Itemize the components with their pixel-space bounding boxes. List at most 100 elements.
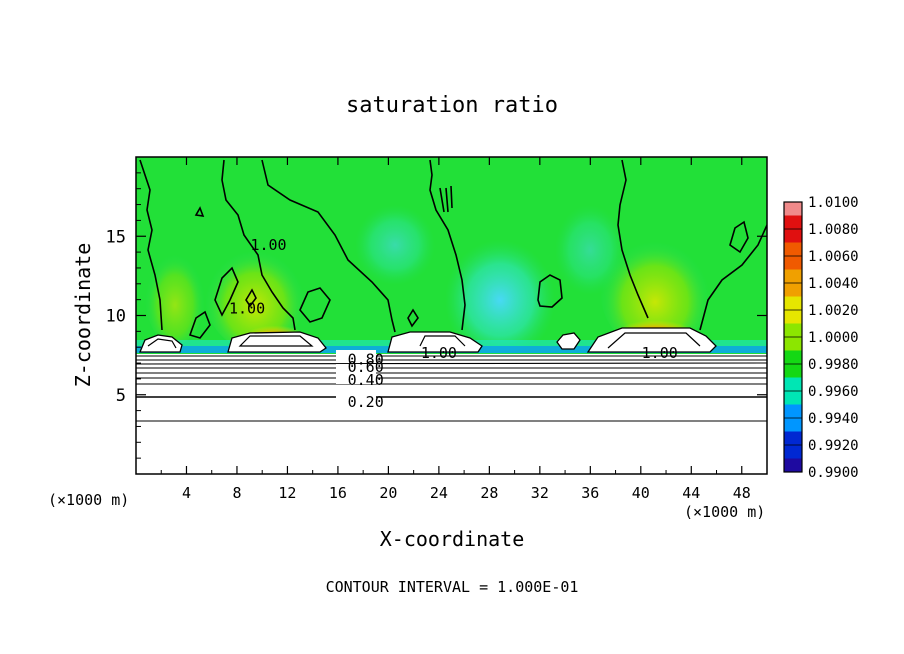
x-tick-label: 24 <box>430 484 448 502</box>
contour-label-bg <box>336 389 376 404</box>
colorbar-label: 1.0100 <box>808 195 859 211</box>
cloud-blob <box>387 331 483 353</box>
x-tick-label: 20 <box>379 484 397 502</box>
colorbar: 1.0100 1.0080 1.0060 1.0040 1.0020 1.0000 0.99… <box>783 195 859 481</box>
contour-lines-1.00 <box>139 159 767 339</box>
colorbar-swatch <box>784 364 802 378</box>
colorbar-label: 0.9920 <box>808 438 859 454</box>
contour-label-bg <box>336 350 376 363</box>
colorbar-label: 1.0080 <box>808 222 859 238</box>
x-tick-label: 28 <box>480 484 498 502</box>
x-tick-label: 36 <box>581 484 599 502</box>
colorbar-swatch <box>784 337 802 351</box>
contour-line <box>136 383 767 385</box>
contour-line <box>136 367 767 369</box>
contour-line <box>188 310 211 339</box>
x-axis-label: X-coordinate <box>380 527 525 551</box>
colorbar-label: 0.9960 <box>808 384 859 400</box>
contour-line <box>699 224 767 331</box>
x-tick-label: 40 <box>632 484 650 502</box>
colorbar-swatch <box>784 431 802 446</box>
y-tick-label: 15 <box>106 227 126 247</box>
cloud-inner-contour <box>419 335 466 347</box>
colorbar-label: 1.0040 <box>808 276 859 292</box>
contour-line <box>194 206 205 217</box>
colorbar-label: 1.0020 <box>808 303 859 319</box>
contour-labels: 1.00 1.00 1.00 1.00 0.800.600.40 0.20 <box>229 236 678 411</box>
x-tick-label: 8 <box>232 484 241 502</box>
cloud-inner-contours <box>147 332 701 349</box>
contour-label: 0.60 <box>348 358 384 376</box>
x-tick-label: 16 <box>329 484 347 502</box>
contour-label-bg <box>336 364 376 384</box>
x-axis: 4 8 12 16 20 24 28 32 36 40 44 48 <box>160 157 751 502</box>
y-axis: 5 10 15 <box>106 172 767 459</box>
x-tick-label: 44 <box>682 484 700 502</box>
contour-line <box>429 159 466 331</box>
contour-label: 1.00 <box>229 300 265 318</box>
contour-line <box>537 274 563 308</box>
colorbar-swatch <box>784 418 802 432</box>
plot-area <box>136 157 767 474</box>
contour-line <box>214 266 239 317</box>
y-tick-label: 10 <box>106 307 126 327</box>
field-blue-patch <box>355 205 435 285</box>
cloud-inner-contour <box>607 332 701 349</box>
contour-line <box>617 159 649 319</box>
contour-line <box>221 159 296 331</box>
contour-line <box>136 372 767 374</box>
contour-interval-label: CONTOUR INTERVAL = 1.000E-01 <box>326 578 579 596</box>
field-yellow-patch <box>145 245 205 345</box>
colorbar-swatch <box>784 296 802 311</box>
contour-line <box>729 220 749 254</box>
cloud-blob <box>586 327 717 353</box>
contour-line <box>136 377 767 379</box>
colorbar-swatch <box>784 269 802 284</box>
colorbar-swatch <box>784 377 802 392</box>
x-tick-label: 12 <box>278 484 296 502</box>
colorbar-label: 0.9940 <box>808 411 859 427</box>
cloud-blobs <box>139 327 717 353</box>
x-tick-label: 32 <box>531 484 549 502</box>
colorbar-label: 1.0060 <box>808 249 859 265</box>
colorbar-swatch <box>784 215 802 230</box>
lower-contours <box>136 355 767 422</box>
x-tick-label: 4 <box>182 484 191 502</box>
contour-label: 0.80 <box>348 350 384 368</box>
colorbar-swatch <box>784 458 802 473</box>
contour-line <box>136 362 767 365</box>
colorbar-swatch <box>784 242 802 257</box>
x-unit-right: (×1000 m) <box>684 503 765 521</box>
cloud-inner-contour <box>238 335 314 347</box>
cloud-blob <box>139 334 183 353</box>
cloud-inner-contour <box>147 338 177 349</box>
contour-line <box>261 159 396 333</box>
colorbar-swatch <box>784 202 802 216</box>
x-tick-label: 48 <box>733 484 751 502</box>
contour-label: 0.40 <box>348 371 384 389</box>
contour-label-backgrounds <box>336 350 376 404</box>
contour-label: 0.20 <box>348 393 384 411</box>
y-axis-label: Z-coordinate <box>71 243 95 388</box>
y-tick-label: 5 <box>116 386 126 406</box>
contour-line <box>407 308 419 328</box>
contour-label: 1.00 <box>421 344 457 362</box>
contour-line <box>439 185 453 213</box>
colorbar-label: 1.0000 <box>808 330 859 346</box>
colorbar-swatch <box>784 283 802 297</box>
colorbar-swatch <box>784 310 802 324</box>
colorbar-swatch <box>784 391 802 405</box>
colorbar-swatch <box>784 229 802 243</box>
chart-title: saturation ratio <box>346 93 558 118</box>
x-unit-left: (×1000 m) <box>48 491 129 509</box>
colorbar-swatch <box>784 350 802 365</box>
field-lower-region <box>136 354 767 474</box>
colorbar-label: 0.9900 <box>808 465 859 481</box>
field-blue-patch <box>445 240 555 360</box>
contour-line <box>245 288 257 308</box>
contour-label: 1.00 <box>250 236 286 254</box>
contour-line <box>299 287 331 323</box>
colorbar-label: 0.9980 <box>808 357 859 373</box>
cloud-blob <box>556 332 581 350</box>
